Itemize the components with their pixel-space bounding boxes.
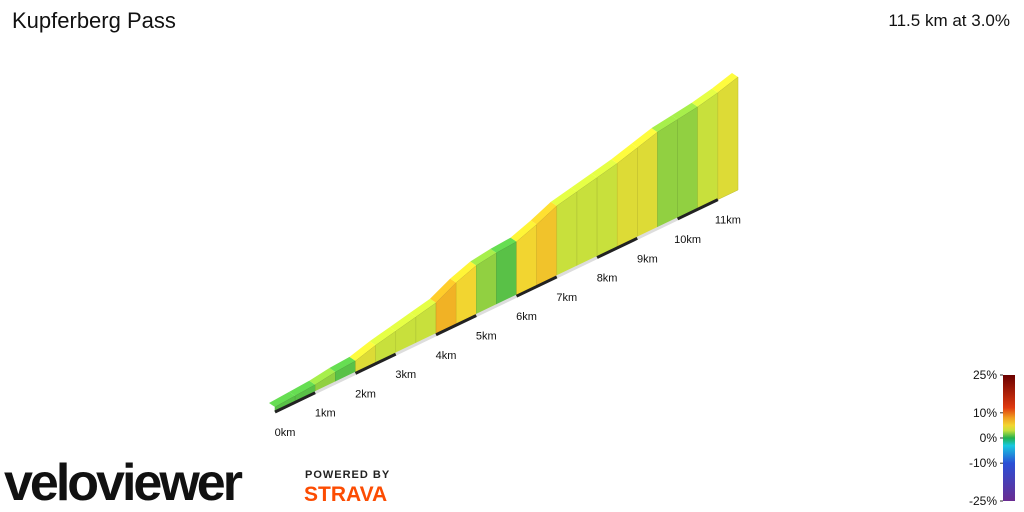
x-tick-label: 4km <box>436 350 457 362</box>
x-tick-label: 0km <box>275 427 296 439</box>
colorbar-tick-label: 25% <box>973 368 997 382</box>
segment <box>677 106 698 220</box>
segment <box>717 76 739 201</box>
x-tick-label: 9km <box>637 253 658 265</box>
powered-by: POWERED BY <box>305 469 390 481</box>
x-tick-label: 11km <box>715 215 741 227</box>
segment-top <box>430 278 457 303</box>
profile: 0km 1km 2km 3km 4km 5km 6km 7km 8km 9km 10km 11km <box>269 73 741 439</box>
colorbar-tick-label: -25% <box>969 494 997 508</box>
segment-top <box>389 312 416 332</box>
axis-segment <box>435 314 477 337</box>
segment-top <box>289 380 316 396</box>
segment <box>637 131 658 239</box>
segment <box>596 162 618 258</box>
segment <box>556 191 578 278</box>
axis-segment <box>274 391 316 414</box>
x-tick-label: 2km <box>355 388 376 400</box>
segment-top <box>349 341 376 361</box>
segment-top <box>369 327 396 346</box>
segment-top <box>409 298 437 317</box>
x-tick-label: 3km <box>395 369 416 381</box>
x-tick-label: 7km <box>556 292 577 304</box>
segment-top <box>510 220 537 242</box>
x-tick-label: 1km <box>315 408 336 420</box>
segment-top <box>269 391 296 407</box>
segment-top <box>631 128 658 148</box>
segment-top <box>470 248 497 266</box>
axis-segment <box>475 294 518 317</box>
segment-top <box>671 102 698 120</box>
segment-top <box>490 237 517 253</box>
segment-top <box>309 368 336 385</box>
axis-segment <box>395 333 437 356</box>
title: Kupferberg Pass <box>12 8 176 33</box>
x-tick-label: 6km <box>516 311 537 323</box>
axis-segment <box>556 256 598 279</box>
logo: veloviewer <box>4 454 243 512</box>
segment <box>576 177 598 268</box>
segment-top <box>450 261 477 283</box>
segment-top <box>711 73 738 93</box>
colorbar-tick-label: 10% <box>973 406 997 420</box>
summary: 11.5 km at 3.0% <box>888 11 1010 30</box>
colorbar: 25% 10% 0% -10% -25% <box>969 368 1015 508</box>
strava: STRAVA <box>304 483 387 506</box>
segment-top <box>530 201 557 225</box>
colorbar-scale <box>1003 375 1015 501</box>
segment-top <box>611 143 638 164</box>
segment <box>616 147 638 249</box>
segment-top <box>570 173 598 192</box>
axis-segment <box>354 352 397 375</box>
segment-top <box>651 115 678 133</box>
axis-segment <box>596 236 638 259</box>
segment <box>657 119 678 230</box>
axis-segment <box>636 217 679 240</box>
segment-top <box>591 159 618 178</box>
axis-segment <box>676 198 719 221</box>
segment <box>697 92 719 210</box>
segment-top <box>691 88 718 107</box>
x-tick-label: 10km <box>674 234 701 246</box>
x-tick-label: 8km <box>597 273 618 285</box>
colorbar-tick-label: 0% <box>980 431 998 445</box>
axis-segment <box>515 275 558 298</box>
x-tick-label: 5km <box>476 330 497 342</box>
segment-top <box>329 356 356 373</box>
colorbar-tick-label: -10% <box>969 456 997 470</box>
axis-segment <box>314 372 357 395</box>
segment-top <box>550 187 577 206</box>
